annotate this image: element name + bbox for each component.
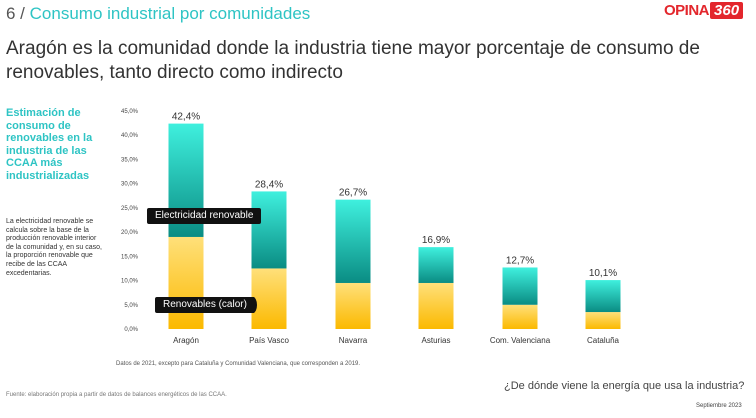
sidebar-text: La electricidad renovable se calcula sob… xyxy=(6,218,102,277)
bar-electricidad-renovable xyxy=(418,247,454,283)
y-tick-label: 25,0% xyxy=(121,206,139,212)
y-axis: 0,0% 5,0% 10,0% 15,0% 20,0% 25,0% 30,0% 35,0% 40… xyxy=(121,109,139,333)
bar-renovables-calor xyxy=(585,312,621,329)
bar-renovables-calor xyxy=(168,236,204,329)
y-tick-label: 5,0% xyxy=(124,303,138,309)
x-category-label: Com. Valenciana xyxy=(490,336,551,345)
bar-electricidad-renovable xyxy=(335,199,371,283)
x-category-label: Asturias xyxy=(422,336,451,345)
legend-renovables-calor: Renovables (calor) xyxy=(155,297,257,313)
bar-renovables-calor xyxy=(251,268,287,329)
y-tick-label: 20,0% xyxy=(121,230,139,236)
logo: OPINA 360 xyxy=(664,0,744,20)
bar-total-label: 16,9% xyxy=(422,235,450,246)
bar-total-label: 26,7% xyxy=(339,188,367,199)
section-number: 6 / xyxy=(6,4,25,23)
y-tick-label: 45,0% xyxy=(121,109,139,115)
sidebar-title: Estimación de consumo de renovables en l… xyxy=(6,107,93,182)
bar-total-label: 12,7% xyxy=(506,255,534,266)
section-name: Consumo industrial por comunidades xyxy=(29,4,311,23)
legend-electricidad-renovable: Electricidad renovable xyxy=(147,208,262,224)
x-category-label: País Vasco xyxy=(249,336,289,345)
y-tick-label: 0,0% xyxy=(124,327,138,333)
question-link[interactable]: ¿De dónde viene la energía que usa la in… xyxy=(504,380,745,392)
date-text: Septiembre 2023 xyxy=(696,403,742,409)
bar-renovables-calor xyxy=(418,282,454,329)
bar-total-label: 10,1% xyxy=(589,268,617,279)
x-category-label: Aragón xyxy=(173,336,199,345)
bar-electricidad-renovable xyxy=(251,191,287,269)
y-tick-label: 40,0% xyxy=(121,133,139,139)
bar-electricidad-renovable xyxy=(585,280,621,313)
bar-renovables-calor xyxy=(335,282,371,329)
y-tick-label: 35,0% xyxy=(121,157,139,163)
source-text: Fuente: elaboración propia a partir de d… xyxy=(6,392,227,398)
y-tick-label: 15,0% xyxy=(121,254,139,260)
bar-renovables-calor xyxy=(502,304,538,329)
y-tick-label: 30,0% xyxy=(121,182,139,188)
x-category-label: Cataluña xyxy=(587,336,620,345)
section-header: 6 / Consumo industrial por comunidades xyxy=(6,4,310,24)
bar-labels: 42,4% Aragón 28,4% País Vasco 26,7% Navarra 16… xyxy=(172,112,620,345)
bar-total-label: 28,4% xyxy=(255,179,283,190)
x-category-label: Navarra xyxy=(339,336,368,345)
bar-total-label: 42,4% xyxy=(172,112,200,123)
chart-note: Datos de 2021, excepto para Cataluña y C… xyxy=(116,361,361,367)
logo-badge: 360 xyxy=(710,1,744,19)
page-title: Aragón es la comunidad donde la industri… xyxy=(6,38,700,83)
bar-electricidad-renovable xyxy=(502,267,538,305)
logo-text: OPINA xyxy=(664,1,710,19)
y-tick-label: 10,0% xyxy=(121,279,139,285)
